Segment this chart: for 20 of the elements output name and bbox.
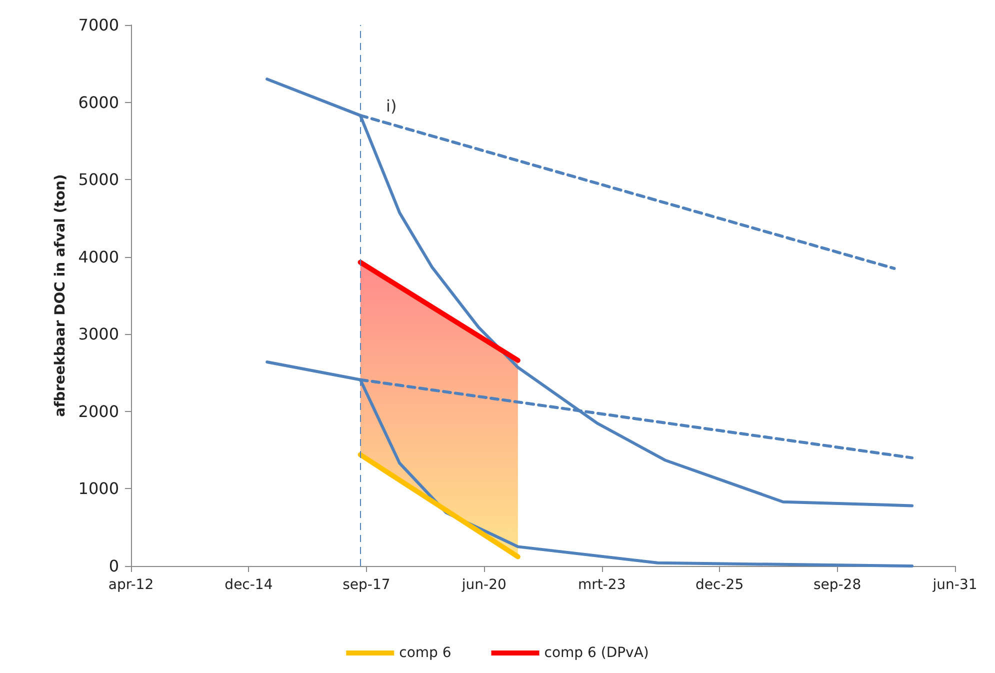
legend-label: comp 6 (DPvA) [544, 645, 649, 661]
x-tick-label: dec-14 [224, 577, 273, 593]
y-axis-title: afbreekbaar DOC in afval (ton) [52, 174, 68, 417]
y-tick-label: 5000 [78, 170, 119, 190]
x-tick-label: jun-31 [932, 577, 978, 593]
y-tick-label: 6000 [78, 92, 119, 112]
x-tick-label: dec-25 [696, 577, 744, 593]
y-tick-label: 0 [108, 556, 119, 576]
y-tick-label: 7000 [78, 16, 119, 34]
x-tick-label: apr-12 [108, 577, 154, 593]
y-tick-label: 1000 [78, 479, 119, 498]
annotation: i) [386, 96, 397, 116]
x-tick-label: sep-17 [342, 577, 390, 593]
y-tick-label: 3000 [78, 324, 119, 344]
y-tick-label: 2000 [78, 402, 119, 421]
y-tick-label: 4000 [78, 247, 119, 266]
x-tick-label: jun-20 [460, 577, 506, 593]
x-tick-label: mrt-23 [578, 577, 626, 593]
legend-label: comp 6 [399, 645, 452, 661]
x-tick-label: sep-28 [813, 577, 862, 593]
